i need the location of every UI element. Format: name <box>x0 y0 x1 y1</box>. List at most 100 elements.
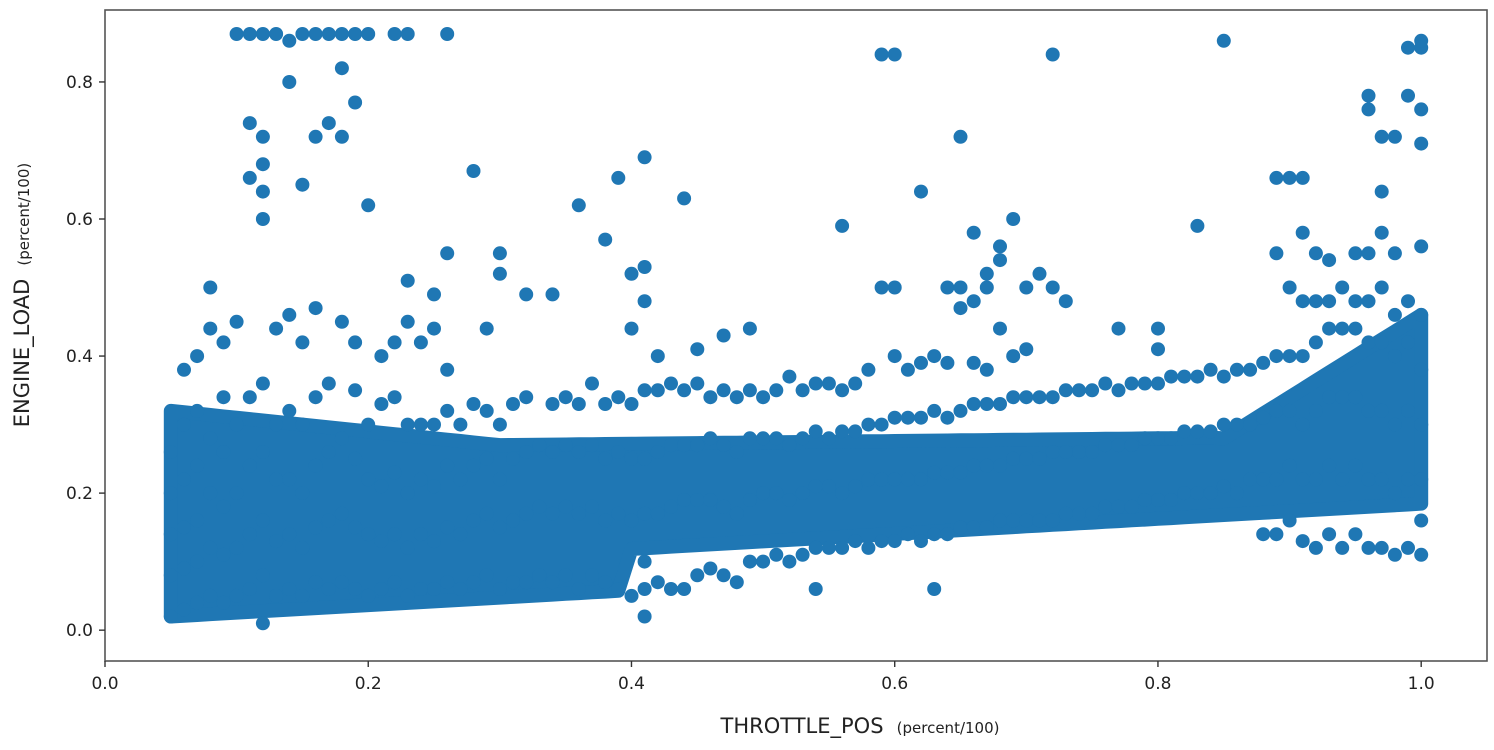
scatter-point <box>295 417 310 432</box>
scatter-point <box>400 588 415 603</box>
scatter-point <box>1361 246 1376 261</box>
scatter-point <box>1282 170 1297 185</box>
scatter-point <box>861 362 876 377</box>
scatter-point <box>1308 246 1323 261</box>
scatter-point <box>374 582 389 596</box>
scatter-point <box>835 383 850 398</box>
scatter-point <box>1374 403 1389 418</box>
scatter-point <box>1374 472 1389 487</box>
scatter-point <box>255 27 270 41</box>
x-axis-label: THROTTLE_POS <box>720 714 884 739</box>
scatter-point <box>163 527 178 542</box>
scatter-point <box>532 499 547 514</box>
scatter-point <box>677 493 692 507</box>
scatter-point <box>1085 445 1100 459</box>
scatter-point <box>1032 390 1047 405</box>
scatter-point <box>1216 417 1231 432</box>
scatter-point <box>808 376 823 391</box>
scatter-point <box>874 280 889 295</box>
scatter-point <box>440 575 455 590</box>
scatter-point <box>742 321 757 336</box>
scatter-point <box>914 410 928 425</box>
scatter-point <box>1137 376 1152 391</box>
scatter-point <box>242 170 257 185</box>
scatter-point <box>887 47 902 62</box>
scatter-point <box>1216 33 1231 48</box>
scatter-point <box>545 575 560 590</box>
scatter-point <box>782 493 797 507</box>
scatter-point <box>664 499 678 514</box>
scatter-point <box>492 582 507 596</box>
scatter-point <box>519 506 534 521</box>
scatter-point <box>229 588 244 603</box>
scatter-point <box>321 582 336 596</box>
scatter-point <box>690 493 705 507</box>
scatter-point <box>690 376 705 391</box>
scatter-point <box>993 513 1007 528</box>
scatter-point <box>1348 321 1363 336</box>
scatter-point <box>163 445 178 459</box>
scatter-point <box>953 520 968 535</box>
scatter-point <box>848 479 863 494</box>
scatter-point <box>585 499 599 514</box>
scatter-point <box>1072 445 1086 459</box>
scatter-point <box>348 335 363 350</box>
scatter-point <box>1414 136 1429 151</box>
scatter-point <box>532 438 547 453</box>
scatter-point <box>558 568 573 583</box>
scatter-point <box>940 280 955 295</box>
scatter-point <box>1322 527 1337 542</box>
scatter-point <box>413 472 428 487</box>
scatter-point <box>874 47 889 62</box>
scatter-point <box>177 417 191 432</box>
scatter-point <box>492 246 507 261</box>
scatter-point <box>993 458 1007 473</box>
scatter-point <box>966 294 981 309</box>
scatter-point <box>308 301 323 316</box>
y-axis-ticks: 0.0 0.2 0.4 0.6 0.8 <box>66 73 105 641</box>
scatter-point <box>479 321 494 336</box>
scatter-point <box>1137 431 1152 446</box>
scatter-point <box>585 438 599 453</box>
scatter-point <box>993 253 1007 268</box>
scatter-point <box>361 27 376 41</box>
scatter-point <box>1348 294 1363 309</box>
scatter-point <box>716 328 731 343</box>
scatter-point <box>466 458 481 473</box>
scatter-point <box>1216 369 1231 384</box>
scatter-point <box>1387 307 1402 322</box>
scatter-point <box>361 527 376 542</box>
scatter-point <box>927 582 942 596</box>
scatter-point <box>282 472 297 487</box>
scatter-point <box>953 301 968 316</box>
scatter-point <box>637 554 652 569</box>
scatter-point <box>255 376 270 391</box>
scatter-point <box>703 431 718 446</box>
scatter-point <box>1374 225 1389 240</box>
x-tick-label: 0.6 <box>881 674 908 694</box>
scatter-point <box>1401 88 1415 103</box>
scatter-point <box>677 383 692 398</box>
scatter-point <box>664 376 678 391</box>
y-tick-label: 0.6 <box>66 210 93 230</box>
scatter-point <box>966 397 981 411</box>
scatter-point <box>874 417 889 432</box>
scatter-point <box>1164 493 1179 507</box>
scatter-point <box>650 349 665 364</box>
scatter-point <box>598 451 613 466</box>
scatter-point <box>953 129 968 144</box>
y-tick-label: 0.0 <box>66 621 93 641</box>
scatter-point <box>940 527 955 542</box>
scatter-point <box>887 534 902 549</box>
x-axis-ticks: 0.0 0.2 0.4 0.6 0.8 1.0 <box>91 661 1435 694</box>
scatter-point <box>545 287 560 302</box>
scatter-point <box>821 540 836 555</box>
scatter-point <box>1269 349 1284 364</box>
scatter-point <box>808 479 823 494</box>
scatter-point <box>979 362 994 377</box>
scatter-point <box>1045 445 1060 459</box>
scatter-point <box>1032 513 1047 528</box>
scatter-point <box>348 582 363 596</box>
scatter-point <box>466 513 481 528</box>
y-axis-unit: (percent/100) <box>15 163 33 266</box>
